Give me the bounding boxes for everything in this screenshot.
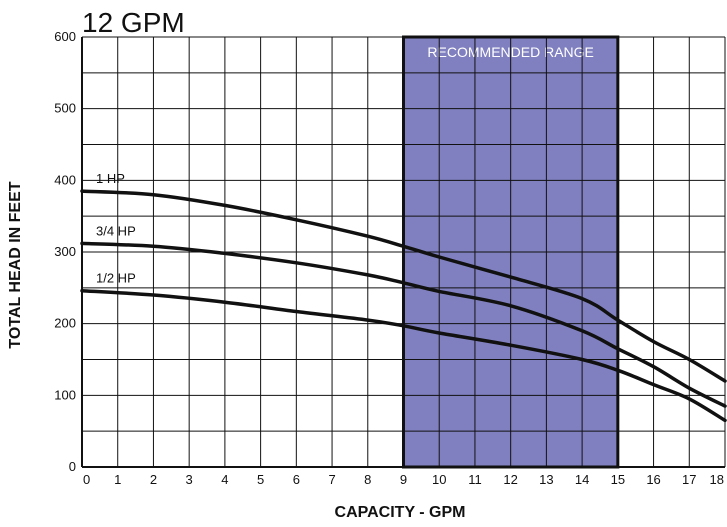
x-tick-label: 1 (114, 472, 121, 487)
y-tick-label: 400 (54, 172, 76, 187)
x-tick-label: 5 (257, 472, 264, 487)
series-group: 1 HP 3/4 HP 1/2 HP (80, 171, 727, 423)
grid (81, 36, 726, 468)
x-tick-label: 8 (364, 472, 371, 487)
x-tick-label: 6 (293, 472, 300, 487)
series-label-2: 1/2 HP (96, 271, 136, 286)
x-tick-label: 2 (150, 472, 157, 487)
y-tick-label: 600 (54, 29, 76, 44)
x-tick-label: 18 (710, 472, 724, 487)
x-tick-label: 14 (575, 472, 589, 487)
x-tick-label: 7 (328, 472, 335, 487)
y-tick-label: 500 (54, 101, 76, 116)
series-line-2 (80, 288, 727, 423)
x-tick-label: 9 (400, 472, 407, 487)
series-label-0: 1 HP (96, 171, 125, 186)
x-axis-ticks: 0 1 2 3 4 5 6 7 8 9 10 11 12 13 14 15 16 17 18 (83, 472, 724, 487)
x-tick-label: 10 (432, 472, 446, 487)
y-tick-label: 0 (69, 459, 76, 474)
y-tick-label: 100 (54, 387, 76, 402)
x-tick-label: 4 (221, 472, 228, 487)
y-axis-label: TOTAL HEAD IN FEET (7, 181, 24, 348)
series-label-1: 3/4 HP (96, 223, 136, 238)
y-tick-label: 300 (54, 244, 76, 259)
x-tick-label: 0 (83, 472, 90, 487)
series-line-1 (80, 241, 727, 408)
x-tick-label: 16 (646, 472, 660, 487)
x-tick-label: 15 (611, 472, 625, 487)
x-tick-label: 12 (503, 472, 517, 487)
y-axis-ticks: 0 100 200 300 400 500 600 (54, 29, 76, 474)
series-line-0 (80, 189, 727, 383)
x-tick-label: 17 (682, 472, 696, 487)
x-tick-label: 13 (539, 472, 553, 487)
x-tick-label: 3 (186, 472, 193, 487)
y-tick-label: 200 (54, 316, 76, 331)
x-axis-label: CAPACITY - GPM (335, 504, 466, 521)
chart-title: 12 GPM (82, 7, 185, 38)
x-tick-label: 11 (468, 472, 482, 487)
